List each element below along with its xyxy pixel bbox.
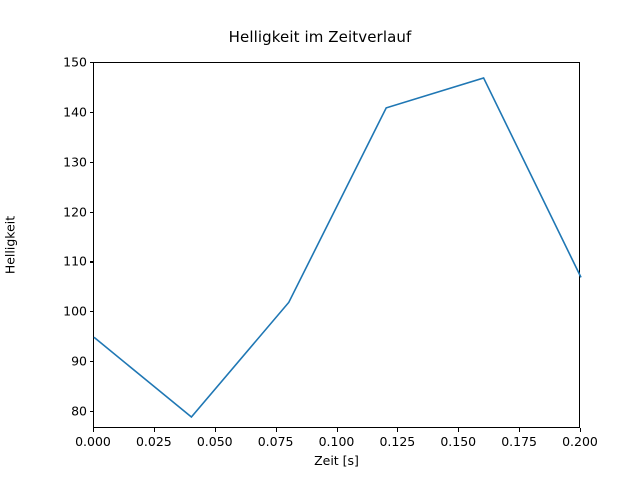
y-axis-label-container: Helligkeit [0, 62, 20, 428]
y-axis-label: Helligkeit [2, 215, 18, 275]
x-tick-mark [93, 428, 95, 432]
x-tick-mark [214, 428, 216, 432]
y-tick-mark [89, 161, 93, 163]
y-tick-mark [89, 411, 93, 413]
x-tick-label: 0.025 [135, 434, 172, 449]
y-tick-label: 110 [63, 253, 87, 269]
x-tick-mark [580, 428, 582, 432]
line-series-svg [93, 76, 582, 419]
y-tick-mark [89, 211, 93, 213]
x-tick-mark [336, 428, 338, 432]
y-tick-label: 130 [63, 154, 87, 170]
x-tick-mark [153, 428, 155, 432]
x-axis-tick-marks [93, 428, 582, 432]
x-tick-label: 0.050 [196, 434, 233, 449]
plot-area [93, 62, 582, 428]
y-axis-tick-marks [89, 62, 94, 428]
y-tick-mark [89, 261, 93, 263]
y-tick-label: 80 [71, 403, 87, 419]
y-tick-mark [89, 311, 93, 313]
x-tick-label: 0.100 [318, 434, 355, 449]
y-tick-label: 120 [63, 204, 87, 220]
x-axis-tick-labels: 0.000 0.025 0.050 0.075 0.100 0.125 0.150 0.175… [75, 434, 598, 452]
y-tick-mark [89, 361, 93, 363]
x-tick-label: 0.175 [501, 434, 538, 449]
y-tick-label: 100 [63, 303, 87, 319]
x-tick-mark [275, 428, 277, 432]
x-tick-mark [519, 428, 521, 432]
x-tick-label: 0.000 [75, 434, 111, 449]
y-tick-mark [89, 62, 93, 64]
x-tick-mark [458, 428, 460, 432]
x-tick-label: 0.125 [379, 434, 416, 449]
y-axis-tick-labels: 80 90 100 110 120 130 140 150 [39, 55, 87, 428]
line-series-helligkeit [93, 76, 582, 419]
x-tick-label: 0.200 [562, 434, 598, 449]
y-tick-label: 90 [71, 353, 87, 369]
y-tick-mark [89, 111, 93, 113]
x-tick-label: 0.075 [257, 434, 294, 449]
x-axis-label: Zeit [s] [314, 453, 359, 468]
x-tick-label: 0.150 [440, 434, 477, 449]
y-tick-label: 140 [63, 104, 87, 120]
chart-title: Helligkeit im Zeitverlauf [228, 28, 412, 46]
x-tick-mark [397, 428, 399, 432]
y-tick-label: 150 [63, 54, 87, 70]
